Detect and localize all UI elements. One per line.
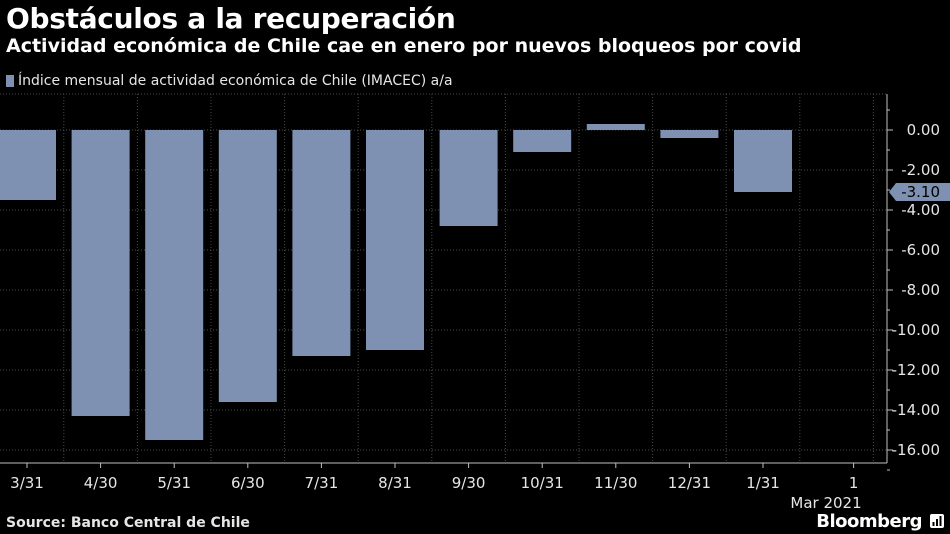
y-tick-label: -10.00 — [892, 321, 940, 339]
chart-subtitle: Actividad económica de Chile cae en ener… — [6, 35, 802, 57]
bar — [218, 130, 277, 402]
bars-icon — [930, 514, 944, 528]
legend: Índice mensual de actividad económica de… — [6, 72, 453, 90]
x-tick-label: 8/31 — [378, 474, 412, 492]
last-value-flag — [889, 183, 950, 201]
y-tick-label: 0.00 — [907, 121, 940, 139]
bar — [660, 130, 719, 138]
bar — [145, 130, 204, 440]
y-tick-label: -14.00 — [892, 401, 940, 419]
bar — [513, 130, 572, 152]
x-tick-label: 5/31 — [157, 474, 191, 492]
x-tick-label: 11/30 — [594, 474, 637, 492]
brand-logo: Bloomberg — [816, 511, 922, 532]
x-year-label: Mar 2021 — [790, 494, 861, 512]
x-tick-label: 4/30 — [84, 474, 118, 492]
y-tick-label: -12.00 — [892, 361, 940, 379]
x-tick-label: 9/30 — [452, 474, 486, 492]
x-tick-label: 7/31 — [305, 474, 339, 492]
x-tick-label: 1 — [849, 474, 859, 492]
bar — [439, 130, 498, 226]
x-tick-label: 1/31 — [746, 474, 780, 492]
x-tick-label: 6/30 — [231, 474, 265, 492]
bar — [366, 130, 424, 350]
y-tick-label: -8.00 — [901, 281, 940, 299]
y-tick-label: -2.00 — [901, 161, 940, 179]
chart-title: Obstáculos a la recuperación — [6, 2, 456, 35]
bar — [292, 130, 351, 356]
x-tick-label: 3/31 — [10, 474, 44, 492]
x-tick-label: 10/31 — [521, 474, 564, 492]
bar — [0, 130, 56, 200]
y-tick-label: -16.00 — [892, 441, 940, 459]
legend-swatch — [6, 75, 14, 87]
y-tick-label: -6.00 — [901, 241, 940, 259]
legend-label: Índice mensual de actividad económica de… — [18, 73, 453, 89]
last-value-label: -3.10 — [901, 183, 940, 201]
bar — [734, 130, 792, 192]
y-tick-label: -4.00 — [901, 201, 940, 219]
source-note: Source: Banco Central de Chile — [6, 515, 250, 531]
bar — [586, 124, 645, 130]
x-tick-label: 12/31 — [668, 474, 711, 492]
bar — [71, 130, 130, 416]
